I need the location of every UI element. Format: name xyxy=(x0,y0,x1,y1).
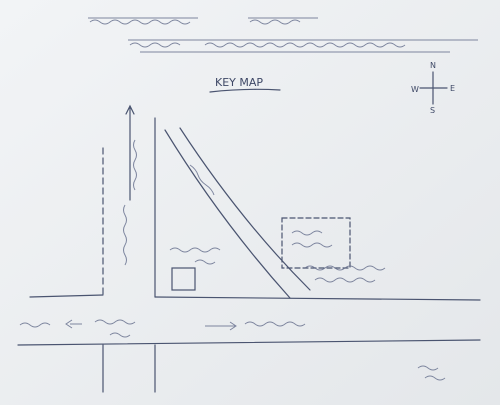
header-handwriting xyxy=(88,17,478,53)
compass-south: S xyxy=(430,106,435,115)
title-underline xyxy=(209,88,281,93)
compass-east: E xyxy=(450,84,455,93)
compass: N S W E xyxy=(411,61,455,115)
map-handwriting xyxy=(19,139,446,381)
roads xyxy=(17,104,481,393)
plot-square xyxy=(171,267,196,291)
compass-north: N xyxy=(430,61,436,70)
compass-west: W xyxy=(411,85,419,94)
building-outline xyxy=(281,217,351,269)
map-title: KEY MAP xyxy=(215,76,263,89)
